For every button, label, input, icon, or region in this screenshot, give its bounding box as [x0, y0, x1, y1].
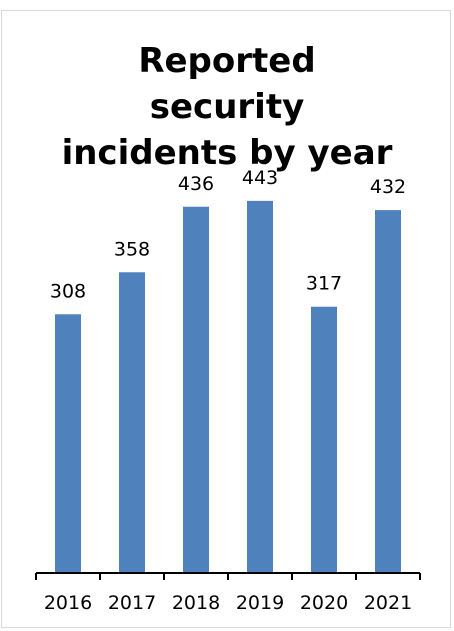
x-tick-label-2019: 2019 [236, 592, 284, 614]
x-tick-label-2018: 2018 [172, 592, 220, 614]
bar-2016 [55, 314, 81, 573]
data-label-2020: 317 [306, 273, 342, 295]
chart-title: Reported security incidents by year [61, 41, 393, 173]
data-label-2021: 432 [370, 176, 406, 198]
x-tick-label-2020: 2020 [300, 592, 348, 614]
data-label-2017: 358 [114, 238, 150, 260]
bar-2020 [311, 306, 337, 573]
x-tick-label-2016: 2016 [44, 592, 92, 614]
bar-2018 [183, 206, 209, 573]
bar-2019 [247, 200, 273, 573]
x-axis-tick-labels: 2016 2017 2018 2019 2020 2021 [44, 592, 412, 614]
x-tick-label-2017: 2017 [108, 592, 156, 614]
x-tick-label-2021: 2021 [364, 592, 412, 614]
x-axis-ticks [35, 573, 421, 580]
data-label-2016: 308 [50, 280, 86, 302]
data-label-2019: 443 [242, 167, 278, 189]
bar-2017 [119, 272, 145, 573]
data-label-2018: 436 [178, 173, 214, 195]
bar-2021 [375, 210, 401, 573]
data-labels: 308 358 436 443 317 432 [50, 167, 406, 302]
bars [55, 200, 401, 573]
